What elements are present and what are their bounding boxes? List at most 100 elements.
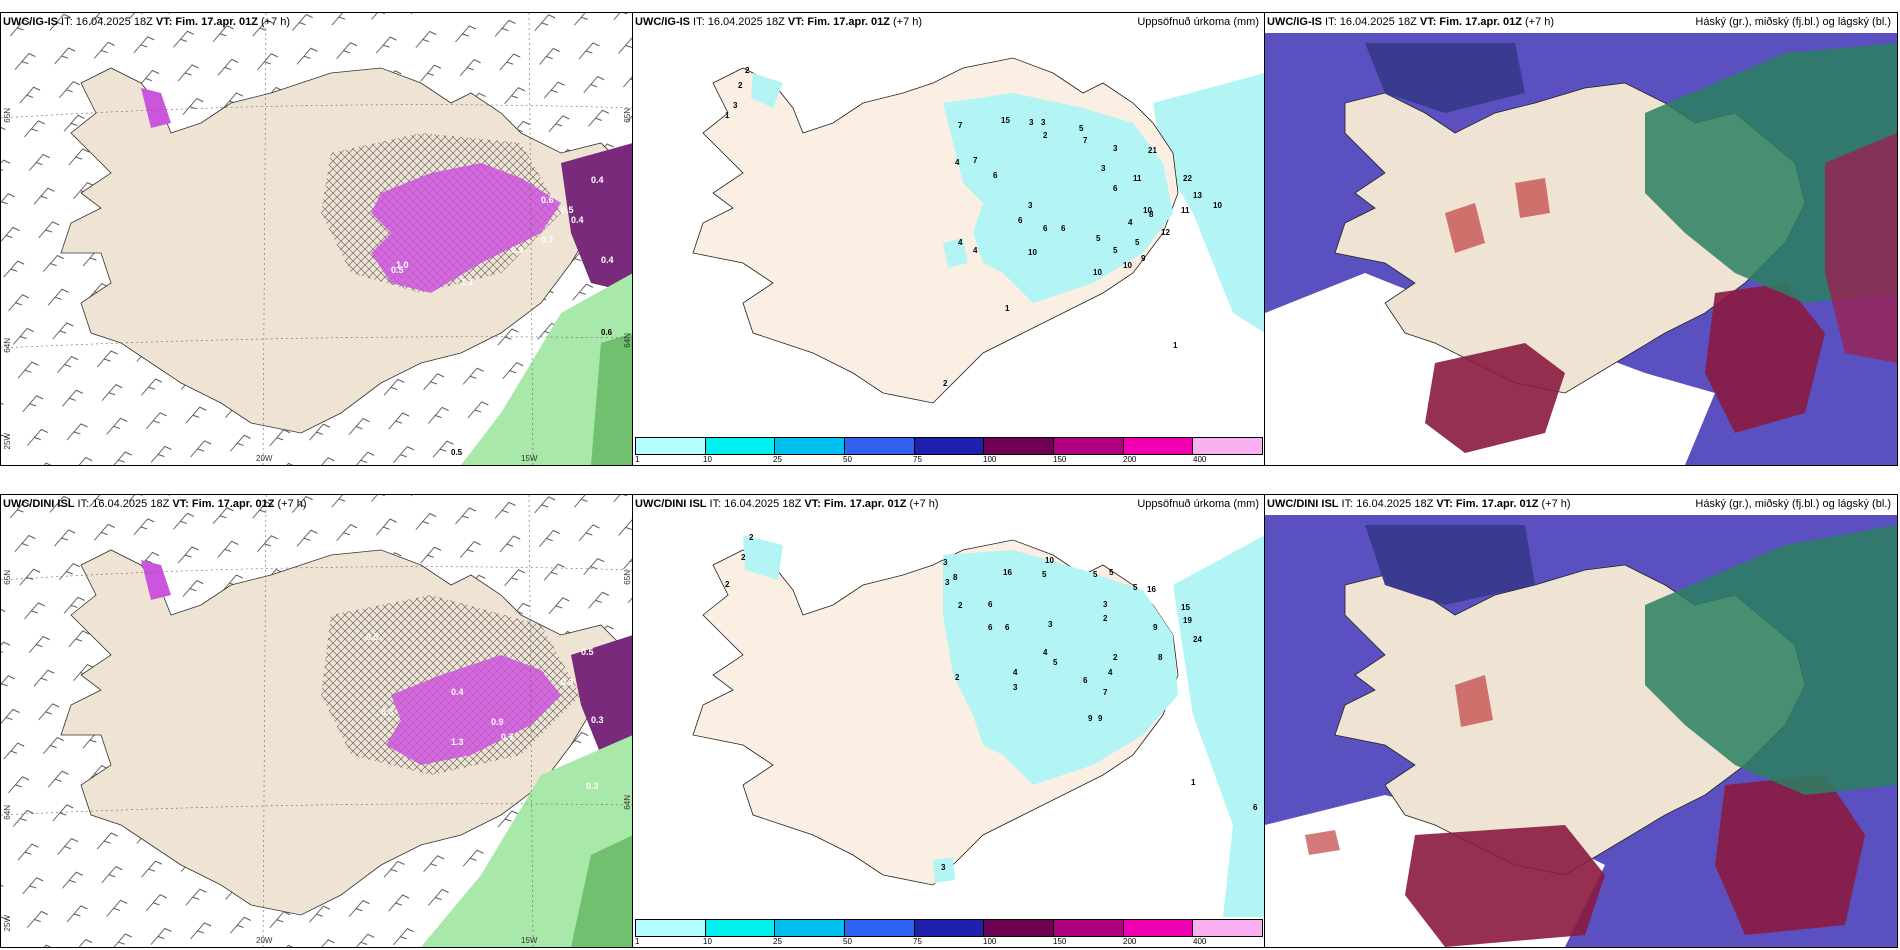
svg-text:6: 6: [1113, 184, 1118, 193]
colorbar-cell: [636, 920, 706, 936]
low-cloud-n: [1365, 525, 1535, 605]
wind-snow-map: 0.3 0.5 1.3 0.9 0.7 0.4 0.3 0.5 0.3 0.3: [1, 495, 633, 947]
svg-text:16: 16: [1003, 568, 1012, 577]
svg-text:5: 5: [1135, 238, 1140, 247]
cloud-map: [1265, 33, 1897, 465]
svg-text:6: 6: [1005, 623, 1010, 632]
panel-field-title: Uppsöfnuð úrkoma (mm): [1137, 16, 1259, 28]
precip-map: 2 2 3 2 3 8 16 10 5 5 5 6 16 15 19 24 2 …: [633, 495, 1265, 917]
svg-text:5: 5: [1042, 570, 1047, 579]
svg-text:0.6: 0.6: [601, 328, 613, 337]
svg-text:3: 3: [1041, 118, 1046, 127]
svg-text:7: 7: [958, 121, 963, 130]
svg-text:3: 3: [1048, 620, 1053, 629]
svg-text:13: 13: [1193, 191, 1202, 200]
svg-text:11: 11: [1133, 174, 1142, 183]
rain-area: [461, 273, 633, 465]
colorbar-tick: 75: [913, 937, 922, 946]
colorbar-cells: [635, 437, 1263, 455]
svg-text:6: 6: [1253, 803, 1258, 812]
mid-cloud-ne: [1645, 525, 1897, 795]
svg-text:5: 5: [1113, 246, 1118, 255]
svg-text:1: 1: [1173, 341, 1178, 350]
precip-colorbar: 1 10 25 50 75 100 150 200 400: [633, 917, 1265, 947]
precip-area: [943, 93, 1173, 303]
panel-top-right: UWC/IG-IS IT: 16.04.2025 18Z VT: Fim. 17…: [1264, 12, 1898, 466]
colorbar-tick: 1: [635, 455, 640, 464]
svg-text:0.3: 0.3: [586, 781, 599, 791]
svg-text:6: 6: [1018, 216, 1023, 225]
svg-text:5: 5: [1133, 583, 1138, 592]
low-cloud-n: [1365, 43, 1525, 113]
svg-text:7: 7: [1083, 136, 1088, 145]
cloud-map: [1265, 515, 1897, 947]
svg-text:3: 3: [1103, 600, 1108, 609]
panel-top-mid: UWC/IG-IS IT: 16.04.2025 18Z VT: Fim. 17…: [632, 12, 1266, 466]
mid-cloud-patches: [1305, 675, 1493, 855]
svg-text:15: 15: [1001, 116, 1010, 125]
svg-text:10: 10: [1213, 201, 1222, 210]
svg-text:4: 4: [973, 246, 978, 255]
svg-text:8: 8: [1158, 653, 1163, 662]
panel-title: UWC/DINI ISL IT: 16.04.2025 18Z VT: Fim.…: [1267, 498, 1571, 510]
lon-label-15w: 15W: [521, 936, 538, 945]
svg-text:2: 2: [943, 379, 948, 388]
colorbar-cell: [914, 438, 985, 454]
lat-label-65: 65N: [3, 570, 12, 585]
svg-text:5: 5: [1096, 234, 1101, 243]
svg-text:0.4: 0.4: [451, 687, 464, 697]
panel-title: UWC/IG-IS IT: 16.04.2025 18Z VT: Fim. 17…: [3, 16, 291, 28]
svg-text:2: 2: [958, 601, 963, 610]
precip-area: [943, 550, 1178, 785]
colorbar-cell: [984, 920, 1055, 936]
rain-area: [421, 735, 633, 947]
svg-text:5: 5: [1109, 568, 1114, 577]
wind-snow-map: 0.5 0.4 0.5 0.6 1.0 1.1 0.9 0.7 0.4 0.6 …: [1, 13, 633, 465]
svg-text:10: 10: [1093, 268, 1102, 277]
lat-label-64-right: 64N: [623, 333, 632, 348]
svg-text:24: 24: [1193, 635, 1202, 644]
svg-text:0.4: 0.4: [571, 215, 584, 225]
lat-label-64: 64N: [3, 805, 12, 820]
precip-colorbar: 1 10 25 50 75 100 150 200 400: [633, 435, 1265, 465]
precip-area-s: [933, 857, 955, 883]
colorbar-tick: 150: [1053, 937, 1067, 946]
precip-area-nw: [743, 535, 783, 580]
svg-text:15: 15: [1181, 603, 1190, 612]
svg-text:9: 9: [1153, 623, 1158, 632]
colorbar-cell: [845, 438, 915, 454]
colorbar-tick: 10: [703, 455, 712, 464]
svg-text:0.6: 0.6: [541, 195, 554, 205]
colorbar-cell: [914, 920, 985, 936]
svg-text:0.4: 0.4: [601, 255, 614, 265]
svg-text:0.3: 0.3: [561, 677, 574, 687]
colorbar-tick: 200: [1123, 455, 1137, 464]
svg-text:0.3: 0.3: [591, 715, 604, 725]
svg-text:2: 2: [738, 81, 743, 90]
svg-text:3: 3: [1028, 201, 1033, 210]
precip-map: 2 2 1 3 7 15 3 3 2 7 4 6 4 7 3 5 6 6 21 …: [633, 13, 1265, 435]
svg-text:6: 6: [988, 600, 993, 609]
svg-text:21: 21: [1148, 146, 1157, 155]
snow-area-east: [561, 143, 633, 293]
svg-text:4: 4: [955, 158, 960, 167]
svg-text:3: 3: [733, 101, 738, 110]
high-cloud-se: [1715, 775, 1865, 935]
lat-lon-grid: [1, 495, 633, 947]
colorbar-cell: [845, 920, 915, 936]
snow-labels: 0.3 0.5 1.3 0.9 0.7 0.4 0.3 0.5 0.3 0.3: [366, 632, 604, 791]
panel-bot-right: UWC/DINI ISL IT: 16.04.2025 18Z VT: Fim.…: [1264, 494, 1898, 948]
svg-text:2: 2: [745, 66, 750, 75]
svg-text:9: 9: [1098, 714, 1103, 723]
lat-lon-grid: [1, 13, 633, 465]
high-cloud-se: [1705, 283, 1825, 433]
svg-text:4: 4: [1043, 648, 1048, 657]
svg-text:3: 3: [1113, 144, 1118, 153]
colorbar-tick: 100: [983, 937, 997, 946]
precip-ocean: [1173, 535, 1265, 917]
precip-ocean: [1153, 73, 1265, 333]
svg-text:0.5: 0.5: [391, 265, 404, 275]
colorbar-tick: 200: [1123, 937, 1137, 946]
svg-text:5: 5: [1093, 570, 1098, 579]
panel-title: UWC/IG-IS IT: 16.04.2025 18Z VT: Fim. 17…: [635, 16, 923, 28]
